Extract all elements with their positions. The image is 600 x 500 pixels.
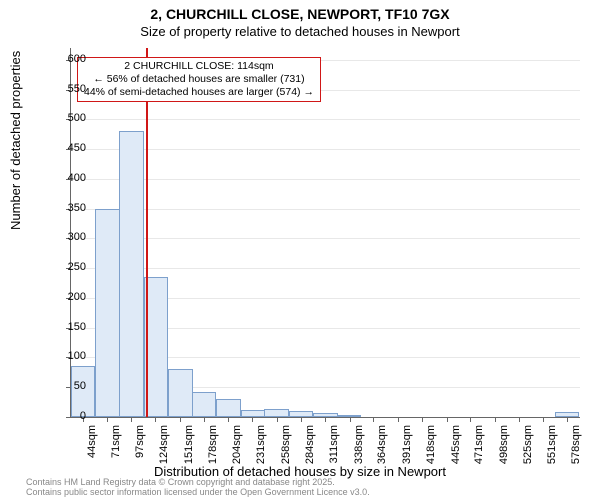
x-tick-mark bbox=[228, 417, 229, 422]
chart-title-line1: 2, CHURCHILL CLOSE, NEWPORT, TF10 7GX bbox=[0, 6, 600, 22]
y-tick-label: 600 bbox=[46, 53, 86, 65]
x-tick-label: 418sqm bbox=[425, 425, 437, 485]
y-tick-label: 0 bbox=[46, 410, 86, 422]
x-tick-label: 471sqm bbox=[473, 425, 485, 485]
x-tick-mark bbox=[373, 417, 374, 422]
y-tick-label: 100 bbox=[46, 350, 86, 362]
y-tick-label: 250 bbox=[46, 261, 86, 273]
y-tick-label: 350 bbox=[46, 202, 86, 214]
x-tick-label: 551sqm bbox=[546, 425, 558, 485]
x-tick-mark bbox=[519, 417, 520, 422]
x-tick-mark bbox=[447, 417, 448, 422]
x-tick-label: 231sqm bbox=[255, 425, 267, 485]
x-tick-mark bbox=[543, 417, 544, 422]
x-tick-label: 578sqm bbox=[570, 425, 582, 485]
y-tick-label: 400 bbox=[46, 172, 86, 184]
y-tick-label: 300 bbox=[46, 231, 86, 243]
histogram-bar bbox=[216, 399, 240, 417]
annotation-line3: 44% of semi-detached houses are larger (… bbox=[84, 86, 314, 99]
x-tick-label: 71sqm bbox=[110, 425, 122, 485]
x-tick-mark bbox=[277, 417, 278, 422]
annotation-line1: 2 CHURCHILL CLOSE: 114sqm bbox=[84, 60, 314, 73]
footer-attribution: Contains HM Land Registry data © Crown c… bbox=[26, 478, 370, 498]
histogram-bar bbox=[192, 392, 216, 417]
x-tick-label: 445sqm bbox=[450, 425, 462, 485]
x-tick-mark bbox=[325, 417, 326, 422]
x-tick-mark bbox=[107, 417, 108, 422]
x-tick-label: 391sqm bbox=[401, 425, 413, 485]
histogram-bar bbox=[168, 369, 192, 417]
y-tick-label: 150 bbox=[46, 321, 86, 333]
histogram-bar bbox=[264, 409, 288, 417]
x-tick-mark bbox=[567, 417, 568, 422]
y-tick-label: 500 bbox=[46, 112, 86, 124]
plot-area: 2 CHURCHILL CLOSE: 114sqm← 56% of detach… bbox=[70, 48, 580, 418]
x-tick-mark bbox=[180, 417, 181, 422]
annotation-box: 2 CHURCHILL CLOSE: 114sqm← 56% of detach… bbox=[77, 57, 321, 102]
x-tick-mark bbox=[155, 417, 156, 422]
x-tick-label: 151sqm bbox=[183, 425, 195, 485]
x-tick-label: 178sqm bbox=[207, 425, 219, 485]
x-tick-label: 284sqm bbox=[304, 425, 316, 485]
x-tick-mark bbox=[398, 417, 399, 422]
y-axis-label: Number of detached properties bbox=[8, 51, 23, 230]
x-tick-label: 498sqm bbox=[498, 425, 510, 485]
x-tick-label: 311sqm bbox=[328, 425, 340, 485]
x-tick-mark bbox=[470, 417, 471, 422]
x-tick-label: 364sqm bbox=[376, 425, 388, 485]
x-tick-mark bbox=[350, 417, 351, 422]
y-tick-label: 200 bbox=[46, 291, 86, 303]
footer-line2: Contains public sector information licen… bbox=[26, 488, 370, 498]
y-tick-label: 450 bbox=[46, 142, 86, 154]
y-tick-label: 50 bbox=[46, 380, 86, 392]
y-tick-label: 550 bbox=[46, 83, 86, 95]
x-tick-label: 204sqm bbox=[231, 425, 243, 485]
x-tick-mark bbox=[495, 417, 496, 422]
histogram-bar bbox=[95, 209, 119, 417]
chart-container: 2, CHURCHILL CLOSE, NEWPORT, TF10 7GX Si… bbox=[0, 0, 600, 500]
x-tick-mark bbox=[301, 417, 302, 422]
reference-line bbox=[146, 48, 148, 417]
annotation-line2: ← 56% of detached houses are smaller (73… bbox=[84, 73, 314, 86]
x-tick-label: 44sqm bbox=[86, 425, 98, 485]
x-tick-mark bbox=[204, 417, 205, 422]
x-tick-label: 338sqm bbox=[353, 425, 365, 485]
histogram-bar bbox=[119, 131, 143, 417]
x-tick-mark bbox=[131, 417, 132, 422]
x-tick-label: 258sqm bbox=[280, 425, 292, 485]
x-tick-mark bbox=[252, 417, 253, 422]
x-tick-label: 97sqm bbox=[134, 425, 146, 485]
x-tick-label: 124sqm bbox=[158, 425, 170, 485]
chart-title-line2: Size of property relative to detached ho… bbox=[0, 24, 600, 39]
x-tick-mark bbox=[422, 417, 423, 422]
x-tick-label: 525sqm bbox=[522, 425, 534, 485]
